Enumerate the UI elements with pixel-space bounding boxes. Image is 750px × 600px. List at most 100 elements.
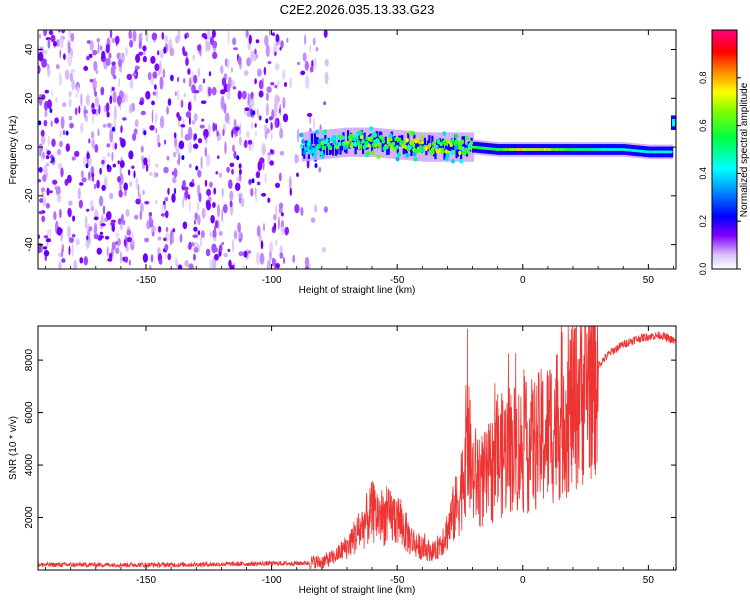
noise-blob [67, 208, 72, 218]
trace-halo [360, 127, 363, 157]
noise-blob [38, 179, 42, 183]
trace-blob [442, 131, 447, 136]
noise-blob [143, 157, 148, 166]
trace-blob [450, 150, 455, 155]
noise-blob [123, 182, 128, 191]
noise-blob [109, 95, 113, 105]
trace-blob [376, 154, 381, 159]
noise-blob [135, 177, 139, 190]
noise-blob [62, 130, 66, 135]
noise-blob [74, 107, 78, 116]
noise-blob [46, 187, 50, 196]
noise-blob [55, 39, 60, 47]
noise-blob [63, 53, 66, 60]
colorbar-frame [711, 29, 738, 270]
noise-blob [86, 208, 90, 212]
noise-blob [68, 200, 73, 206]
trace-border [443, 148, 446, 160]
colorbar-tick-label: 0.2 [698, 215, 708, 228]
trace-halo [380, 128, 383, 158]
noise-blob [201, 118, 205, 122]
noise-blob [47, 135, 50, 147]
noise-blob [111, 37, 116, 43]
noise-blob [205, 38, 208, 53]
noise-blob [79, 182, 84, 186]
noise-blob [99, 235, 104, 239]
noise-blob [255, 251, 260, 265]
noise-blob [212, 122, 216, 132]
noise-blob [217, 155, 220, 160]
trace-border [337, 135, 341, 147]
noise-blob [271, 257, 275, 267]
noise-blob [111, 241, 116, 251]
noise-blob [93, 222, 98, 235]
noise-blob [94, 91, 98, 97]
noise-blob [89, 40, 95, 51]
noise-blob [217, 204, 220, 218]
noise-blob [157, 142, 161, 148]
noise-blob [134, 119, 139, 128]
noise-blob [193, 253, 196, 261]
noise-blob [54, 185, 58, 191]
noise-blob [248, 179, 252, 185]
noise-blob [69, 122, 74, 129]
noise-blob [120, 125, 123, 134]
noise-blob [81, 177, 87, 183]
noise-blob [40, 187, 46, 193]
noise-blob [96, 247, 103, 255]
y-tick-label: -20 [24, 188, 35, 203]
x-tick-label: -150 [136, 275, 156, 286]
noise-blob [273, 101, 278, 113]
noise-blob [152, 225, 156, 233]
noise-blob [100, 86, 105, 96]
noise-blob [117, 238, 121, 246]
noise-blob [292, 254, 296, 263]
noise-blob [94, 144, 99, 153]
noise-blob [163, 197, 167, 211]
noise-blob [211, 30, 216, 38]
noise-blob [205, 153, 211, 167]
trace-blob [413, 157, 418, 162]
y-tick-label: 40 [24, 44, 35, 56]
noise-blob [170, 74, 174, 82]
trace-halo [328, 129, 332, 159]
noise-blob [61, 247, 64, 258]
noise-blob [238, 173, 242, 182]
noise-blob [283, 82, 288, 87]
noise-blob [157, 236, 162, 241]
noise-blob [289, 187, 292, 196]
trace-core [391, 141, 396, 146]
noise-blob [197, 169, 202, 178]
noise-blob [181, 126, 183, 139]
noise-blob [153, 170, 156, 179]
noise-blob [68, 90, 72, 98]
noise-blob [258, 115, 262, 121]
noise-blob [250, 91, 254, 99]
noise-blob [207, 86, 212, 97]
trace-border [331, 144, 335, 156]
noise-blob [43, 235, 49, 239]
noise-blob [88, 171, 91, 179]
noise-blob [228, 179, 233, 190]
noise-blob [221, 241, 225, 246]
noise-blob [256, 107, 259, 119]
noise-blob [227, 248, 231, 253]
trace-border [359, 138, 362, 150]
trace-border [363, 132, 366, 144]
noise-blob [275, 182, 280, 188]
noise-blob [274, 118, 279, 128]
trace-blob [371, 150, 376, 155]
noise-blob [90, 131, 95, 139]
noise-blob [173, 132, 177, 139]
noise-blob [175, 144, 180, 155]
noise-blob [194, 133, 198, 141]
noise-blob [111, 224, 115, 233]
noise-blob [125, 92, 128, 104]
noise-blob [84, 215, 88, 229]
noise-blob [165, 226, 169, 232]
noise-blob [220, 95, 225, 110]
noise-blob [64, 69, 70, 81]
noise-blob [143, 130, 147, 136]
noise-blob [220, 65, 224, 74]
noise-blob [128, 150, 134, 160]
